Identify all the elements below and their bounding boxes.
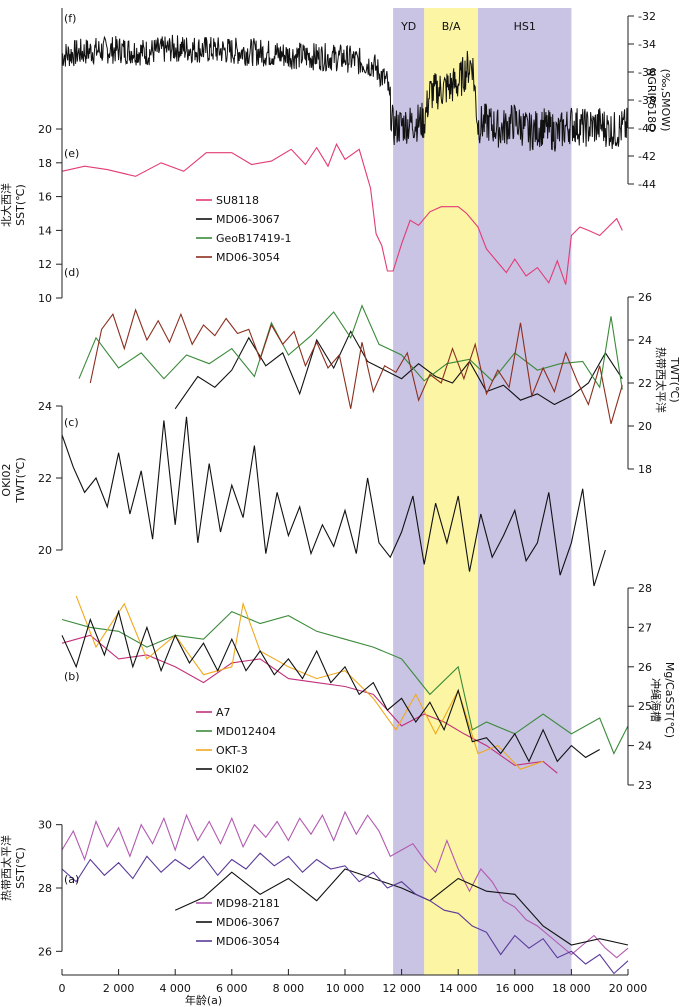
y-tick-label: 24	[638, 740, 652, 753]
series-line-ngrip-d18o	[61, 34, 629, 152]
panel-label: (c)	[64, 416, 79, 429]
axis-title-e: 北大西洋	[0, 183, 13, 227]
band-label: YD	[400, 20, 416, 33]
series-layer	[61, 34, 629, 975]
y-tick-label: 20	[38, 123, 52, 136]
panel-label: (f)	[64, 12, 76, 25]
y-tick-label: 28	[638, 582, 652, 595]
axis-title-d: TWT(℃)	[668, 356, 681, 402]
legend-label: MD98-2181	[216, 897, 280, 910]
y-tick-label: 23	[638, 779, 652, 792]
y-tick-label: -38	[638, 94, 656, 107]
y-tick-label: 20	[38, 544, 52, 557]
series-line-md06-3067	[174, 330, 623, 410]
axis-title-d: 热带西太平洋	[654, 347, 668, 413]
panel-label: (b)	[64, 670, 80, 683]
y-tick-label: -42	[638, 150, 656, 163]
legend-label: MD06-3054	[216, 935, 280, 948]
legend-label: SU8118	[216, 194, 259, 207]
axis-title-e: SST(℃)	[14, 184, 27, 226]
axis-title-c: OKI02	[0, 463, 13, 496]
y-tick-label: 27	[638, 621, 652, 634]
band-label: HS1	[514, 20, 536, 33]
series-line-md98-2181	[61, 810, 629, 959]
y-tick-label: -34	[638, 38, 656, 51]
band-yd	[393, 8, 425, 975]
y-tick-label: 18	[638, 463, 652, 476]
x-tick-label: 14 000	[439, 982, 478, 995]
series-line-oki02	[61, 416, 606, 587]
y-tick-label: -40	[638, 122, 656, 135]
y-tick-label: 30	[38, 819, 52, 832]
legend-label: A7	[216, 706, 231, 719]
x-tick-label: 20 000	[609, 982, 648, 995]
y-tick-label: -32	[638, 10, 656, 23]
legend-label: OKI02	[216, 763, 249, 776]
text-layer: YD B/A HS1 -32 -34 -36 -38 -40 -42 -44 10 12 14 16 18 2…	[0, 10, 681, 1007]
y-tick-label: -44	[638, 178, 656, 191]
x-tick-label: 8 000	[273, 982, 305, 995]
x-tick-label: 12 000	[382, 982, 421, 995]
axis-title-a: SST(℃)	[14, 847, 27, 889]
x-tick-label: 0	[59, 982, 66, 995]
band-hs1	[478, 8, 572, 975]
y-tick-label: -36	[638, 66, 656, 79]
series-line-md06-3054	[61, 852, 629, 975]
axis-title-b: Mg/CaSST(℃)	[663, 662, 676, 738]
series-line-a7	[61, 634, 558, 774]
x-tick-label: 4 000	[159, 982, 191, 995]
series-line-oki02	[61, 609, 600, 763]
series-line-geob17419-1	[78, 304, 623, 390]
y-tick-label: 24	[38, 400, 52, 413]
x-tick-label: 2 000	[103, 982, 135, 995]
y-tick-label: 22	[38, 472, 52, 485]
legend-label: OKT-3	[216, 744, 248, 757]
x-axis-title: 年龄(a)	[185, 993, 222, 1007]
series-line-md012404	[61, 610, 629, 755]
y-tick-label: 26	[638, 291, 652, 304]
y-tick-label: 10	[38, 292, 52, 305]
axis-title-b: 冲绳海槽	[649, 678, 663, 722]
y-tick-label: 12	[38, 258, 52, 271]
legend-label: MD012404	[216, 725, 276, 738]
legend-label: GeoB17419-1	[216, 232, 292, 245]
period-bands	[393, 8, 572, 975]
x-tick-label: 16 000	[496, 982, 535, 995]
x-tick-label: 18 000	[552, 982, 591, 995]
y-tick-label: 14	[38, 224, 52, 237]
y-tick-label: 22	[638, 377, 652, 390]
y-tick-label: 26	[38, 945, 52, 958]
panel-label: (d)	[64, 266, 80, 279]
legend-label: MD06-3067	[216, 916, 280, 929]
series-line-md06-3067	[174, 868, 629, 946]
axis-title-f: NGRIPδ18O	[645, 68, 658, 132]
axis-title-f: (‰,SMOW)	[659, 69, 672, 132]
y-tick-label: 24	[638, 334, 652, 347]
x-tick-label: 6 000	[216, 982, 248, 995]
band-ba	[424, 8, 479, 975]
legend-label: MD06-3067	[216, 213, 280, 226]
axis-title-a: 热带西太平洋	[0, 835, 13, 901]
band-label: B/A	[442, 20, 461, 33]
panel-label: (a)	[64, 873, 79, 886]
series-line-su8118	[61, 142, 623, 285]
series-line-md06-3054	[89, 308, 623, 424]
series-line-okt-3	[75, 595, 544, 770]
axes-layer	[56, 8, 634, 976]
y-tick-label: 18	[38, 157, 52, 170]
legend-label: MD06-3054	[216, 251, 280, 264]
x-tick-label: 10 000	[326, 982, 365, 995]
y-tick-label: 25	[638, 700, 652, 713]
panel-label: (e)	[64, 147, 79, 160]
y-tick-label: 16	[38, 191, 52, 204]
y-tick-label: 28	[38, 882, 52, 895]
y-tick-label: 20	[638, 420, 652, 433]
y-tick-label: 26	[638, 661, 652, 674]
axis-title-c: TWT(℃)	[14, 457, 27, 503]
